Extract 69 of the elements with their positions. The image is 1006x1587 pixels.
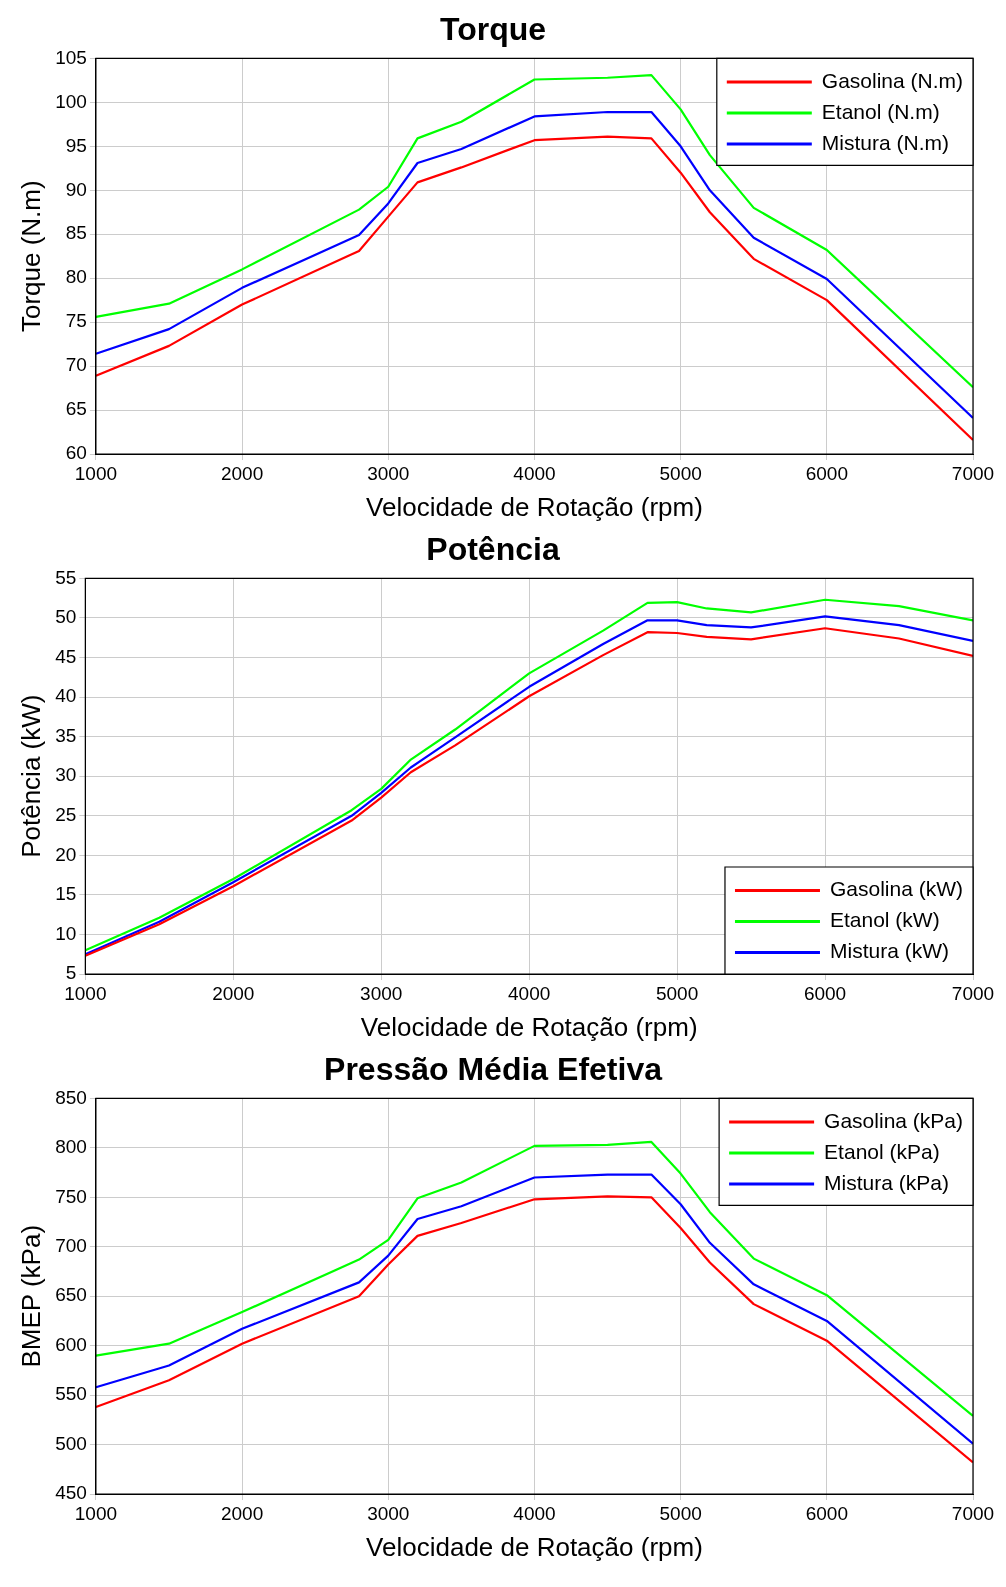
y-tick-label: 90 xyxy=(65,178,87,200)
y-tick-label: 25 xyxy=(55,803,77,825)
y-tick-label: 700 xyxy=(55,1234,87,1256)
x-axis-title: Velocidade de Rotação (rpm) xyxy=(360,1011,698,1042)
x-tick-label: 4000 xyxy=(508,982,551,1004)
chart-title: Torque xyxy=(439,11,547,48)
y-tick-label: 450 xyxy=(55,1482,87,1504)
x-tick-label: 4000 xyxy=(513,1502,556,1524)
y-tick-label: 50 xyxy=(55,606,77,628)
y-tick-label: 105 xyxy=(55,46,87,68)
x-tick-label: 6000 xyxy=(803,982,847,1004)
y-tick-label: 5 xyxy=(65,962,77,984)
x-tick-label: 2000 xyxy=(212,982,255,1004)
x-tick-label: 3000 xyxy=(360,982,403,1004)
chart-title: Pressão Média Efetiva xyxy=(324,1051,663,1088)
x-tick-label: 1000 xyxy=(74,462,118,484)
y-tick-label: 850 xyxy=(55,1086,87,1108)
y-tick-label: 45 xyxy=(55,645,77,667)
x-tick-label: 7000 xyxy=(951,1502,995,1524)
x-tick-label: 1000 xyxy=(74,1502,118,1524)
x-tick-label: 3000 xyxy=(367,462,410,484)
x-tick-label: 2000 xyxy=(220,462,264,484)
y-tick-label: 65 xyxy=(65,398,87,420)
x-tick-label: 5000 xyxy=(659,1502,702,1524)
y-tick-label: 80 xyxy=(65,266,87,288)
chart-title: Potência xyxy=(426,531,560,568)
y-tick-label: 550 xyxy=(55,1383,87,1405)
legend-label: Etanol (kPa) xyxy=(824,1139,940,1163)
x-tick-label: 6000 xyxy=(805,462,848,484)
x-tick-label: 7000 xyxy=(951,982,995,1004)
y-tick-label: 35 xyxy=(55,724,77,746)
y-tick-label: 100 xyxy=(55,90,87,112)
y-tick-label: 15 xyxy=(55,883,77,905)
y-axis-title: BMEP (kPa) xyxy=(15,1224,46,1368)
x-axis-title: Velocidade de Rotação (rpm) xyxy=(366,1531,703,1562)
y-tick-label: 75 xyxy=(65,310,87,332)
legend-label: Mistura (kPa) xyxy=(824,1170,949,1194)
y-tick-label: 60 xyxy=(65,442,87,464)
y-tick-label: 800 xyxy=(55,1136,87,1158)
legend-label: Mistura (kW) xyxy=(829,939,949,963)
x-tick-label: 6000 xyxy=(805,1502,848,1524)
y-axis-title: Torque (N.m) xyxy=(15,180,46,333)
legend-label: Mistura (N.m) xyxy=(821,130,949,154)
y-tick-label: 650 xyxy=(55,1284,87,1306)
legend-label: Gasolina (kW) xyxy=(829,877,964,901)
y-tick-label: 85 xyxy=(65,222,87,244)
x-tick-label: 4000 xyxy=(513,462,556,484)
y-tick-label: 70 xyxy=(65,354,87,376)
y-tick-label: 600 xyxy=(55,1333,87,1355)
legend-label: Gasolina (kPa) xyxy=(824,1108,963,1132)
y-tick-label: 10 xyxy=(55,922,77,944)
x-tick-label: 1000 xyxy=(64,982,107,1004)
y-tick-label: 40 xyxy=(55,685,77,707)
legend-label: Etanol (N.m) xyxy=(821,99,940,123)
y-tick-label: 95 xyxy=(65,134,87,156)
x-tick-label: 2000 xyxy=(220,1502,264,1524)
y-tick-label: 500 xyxy=(55,1432,87,1454)
y-tick-label: 55 xyxy=(55,566,77,588)
y-tick-label: 30 xyxy=(55,764,77,786)
y-axis-title: Potência (kW) xyxy=(15,694,46,858)
x-tick-label: 7000 xyxy=(951,462,995,484)
y-tick-label: 750 xyxy=(55,1185,87,1207)
legend-label: Gasolina (N.m) xyxy=(821,68,964,92)
y-tick-label: 20 xyxy=(55,843,77,865)
x-tick-label: 3000 xyxy=(367,1502,410,1524)
x-tick-label: 5000 xyxy=(655,982,699,1004)
legend-label: Etanol (kW) xyxy=(829,908,940,932)
x-axis-title: Velocidade de Rotação (rpm) xyxy=(366,491,703,522)
x-tick-label: 5000 xyxy=(659,462,702,484)
